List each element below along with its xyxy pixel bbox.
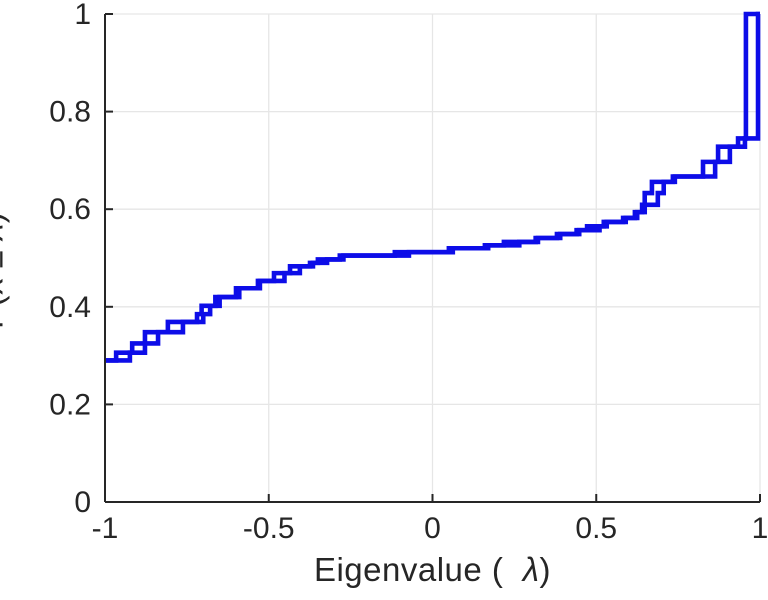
lambda-symbol: λ <box>0 223 9 240</box>
x-axis-label: Eigenvalue ( λ) <box>105 551 760 589</box>
y-tick-label: 0 <box>74 486 91 519</box>
empirical-cdf-2-curve <box>105 11 761 363</box>
y-tick-label: 0.4 <box>49 291 91 324</box>
y-tick-label: 0.6 <box>49 193 91 226</box>
leq-symbol: ≤ <box>0 250 9 269</box>
y-axis-label-close: ) <box>0 212 9 224</box>
y-axis-label: P(x ≤ λ) <box>0 212 10 329</box>
lambda-symbol: λ <box>522 551 540 588</box>
x-tick-label: 1 <box>752 512 768 545</box>
x-tick-label: 0 <box>424 512 441 545</box>
y-tick-label: 1 <box>74 0 91 31</box>
x-tick-label: 0.5 <box>575 512 617 545</box>
y-tick-label: 0.8 <box>49 96 91 129</box>
y-tick-label: 0.2 <box>49 388 91 421</box>
x-tick-label: -0.5 <box>243 512 295 545</box>
y-axis-label-text: P(x <box>0 278 10 329</box>
x-tick-label: -1 <box>92 512 119 545</box>
y-axis-label-space <box>0 240 9 250</box>
x-axis-label-close: ) <box>539 551 552 588</box>
x-axis-label-text: Eigenvalue ( <box>313 551 523 588</box>
